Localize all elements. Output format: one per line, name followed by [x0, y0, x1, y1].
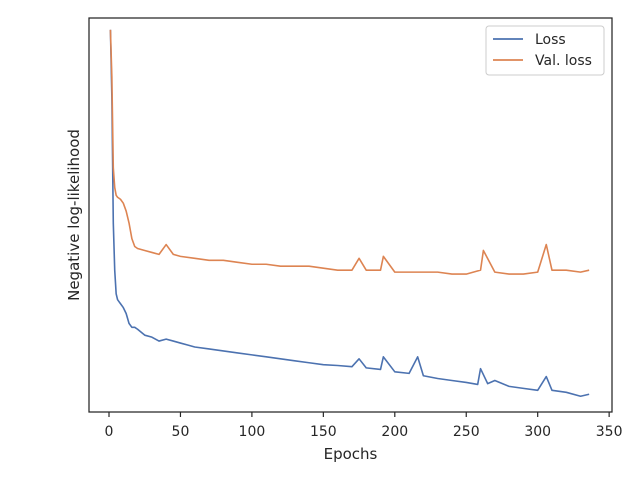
- x-tick-label: 250: [453, 424, 480, 440]
- x-tick-label: 100: [239, 424, 266, 440]
- series-line-1: [109, 29, 590, 275]
- y-axis-title: Negative log-likelihood: [65, 129, 83, 301]
- legend: Loss Val. loss: [485, 25, 605, 76]
- series-line-0: [109, 29, 590, 398]
- legend-label-val-loss: Val. loss: [535, 53, 592, 69]
- x-tick-label: 50: [172, 424, 190, 440]
- x-tick-label: 0: [105, 424, 114, 440]
- plot-frame: [88, 17, 613, 413]
- x-axis-title: Epochs: [324, 445, 378, 463]
- x-ticks: 0 50 100 150 200 250 300 350: [105, 412, 623, 440]
- x-tick-label: 150: [310, 424, 337, 440]
- plot-area: [89, 18, 612, 412]
- series-layer: [109, 29, 590, 398]
- x-tick-label: 200: [381, 424, 408, 440]
- x-tick-label: 350: [596, 424, 623, 440]
- legend-label-loss: Loss: [535, 32, 566, 48]
- x-tick-label: 300: [524, 424, 551, 440]
